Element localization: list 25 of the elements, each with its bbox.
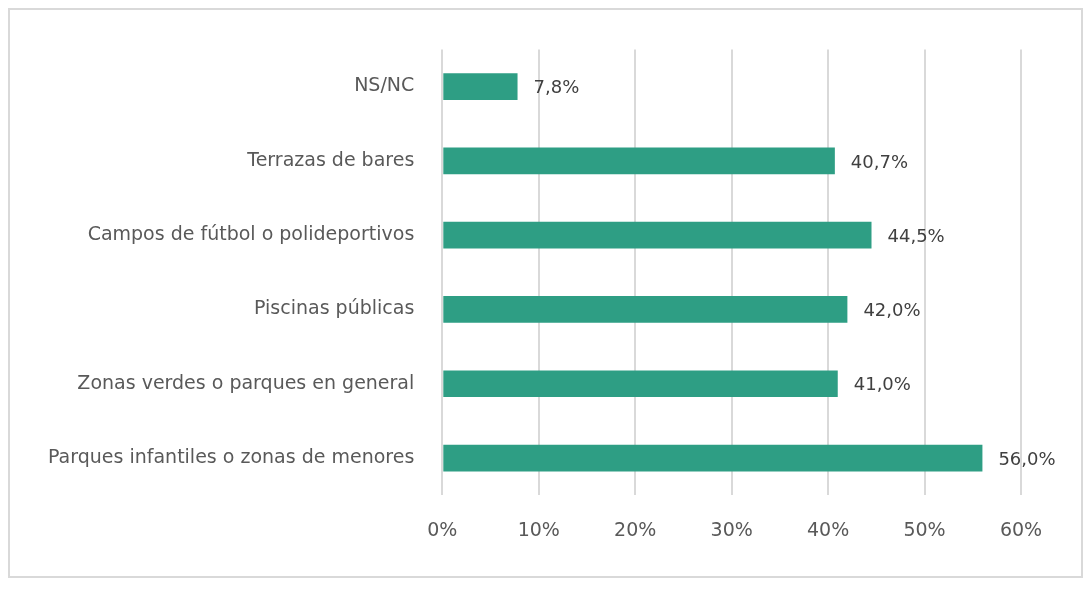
bar bbox=[443, 444, 983, 472]
data-label: 44,5% bbox=[887, 224, 945, 246]
x-tick-label: 50% bbox=[903, 517, 946, 540]
x-tick-label: 20% bbox=[614, 517, 657, 540]
y-tick-label: Terrazas de bares bbox=[246, 147, 415, 170]
data-label: 42,0% bbox=[863, 299, 921, 321]
bar bbox=[443, 370, 838, 398]
x-tick-label: 60% bbox=[999, 517, 1043, 540]
y-tick-label: Zonas verdes o parques en general bbox=[77, 370, 415, 393]
x-tick-label: 10% bbox=[517, 517, 560, 540]
y-tick-label: Parques infantiles o zonas de menores bbox=[47, 444, 415, 467]
bar bbox=[443, 296, 848, 323]
x-tick-label: 40% bbox=[806, 517, 850, 540]
x-tick-label: 30% bbox=[710, 517, 753, 540]
x-tick-label: 0% bbox=[427, 517, 458, 540]
y-tick-label: Piscinas públicas bbox=[254, 296, 415, 319]
data-label: 7,8% bbox=[533, 76, 580, 98]
data-label: 56,0% bbox=[998, 447, 1056, 469]
data-label: 40,7% bbox=[850, 150, 909, 172]
bar bbox=[443, 147, 835, 175]
bar bbox=[443, 221, 872, 249]
y-tick-label: Campos de fútbol o polideportivos bbox=[87, 222, 415, 245]
data-label: 41,0% bbox=[853, 373, 911, 395]
y-tick-label: NS/NC bbox=[354, 73, 415, 96]
bar bbox=[443, 73, 518, 100]
